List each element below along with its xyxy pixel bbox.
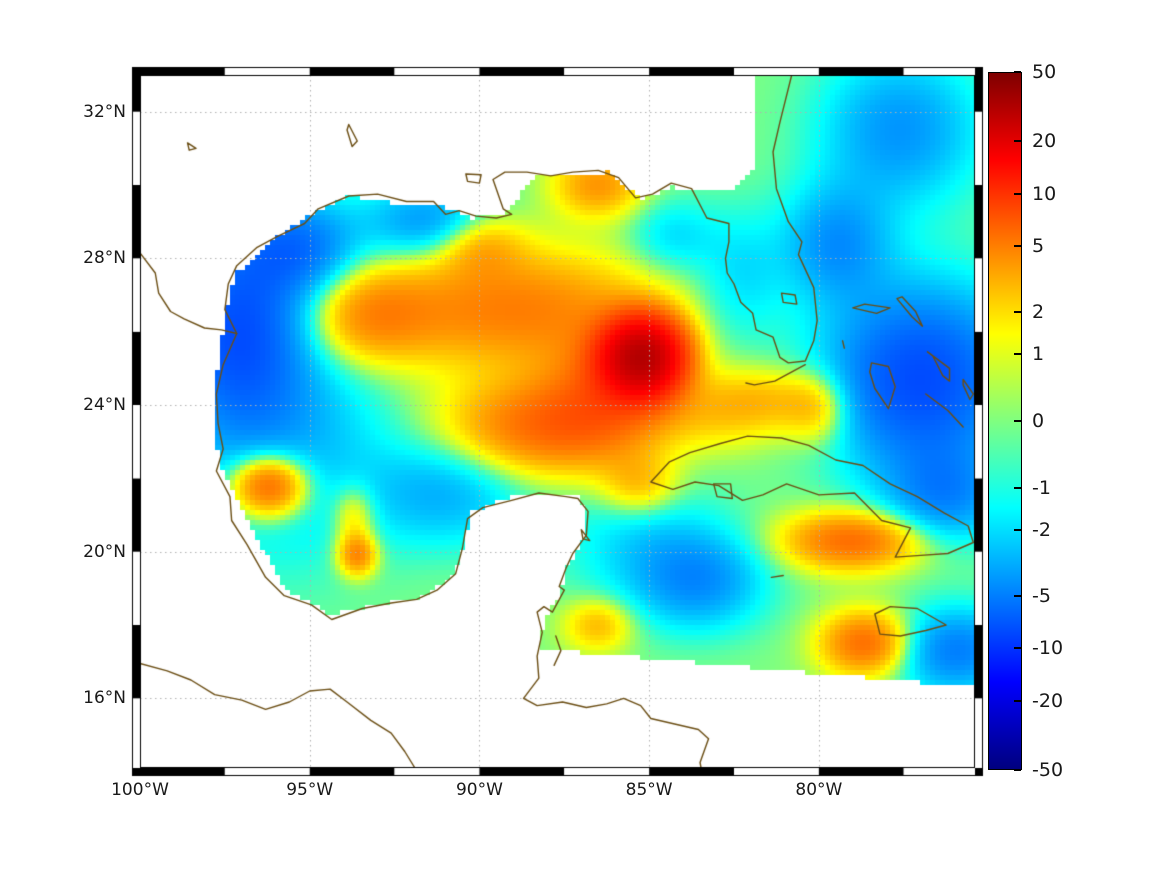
colorbar-tick-label: -50 — [1032, 759, 1064, 781]
colorbar-tick-mark — [1014, 71, 1021, 73]
colorbar-tick-label: 50 — [1032, 61, 1057, 83]
colorbar-tick-label: 5 — [1032, 234, 1045, 257]
y-tick-label: 20°N — [83, 541, 126, 562]
colorbar-tick-mark — [1014, 595, 1021, 598]
colorbar-tick-mark — [1014, 244, 1021, 247]
colorbar-tick-mark — [1014, 647, 1021, 650]
y-tick-label: 28°N — [83, 248, 126, 269]
x-tick-label: 100°W — [111, 780, 169, 800]
colorbar-tick-label: -1 — [1032, 476, 1051, 499]
colorbar-tick-label: 2 — [1032, 300, 1045, 323]
x-tick-label: 95°W — [286, 780, 334, 800]
y-tick-label: 16°N — [83, 688, 126, 709]
colorbar-tick-label: 0 — [1032, 410, 1045, 432]
colorbar-tick-label: -2 — [1032, 519, 1051, 542]
colorbar-tick-label: 1 — [1032, 343, 1045, 366]
colorbar-tick-mark — [1014, 192, 1021, 195]
colorbar-tick-mark — [1014, 140, 1021, 143]
x-tick-label: 85°W — [625, 780, 673, 800]
colorbar-tick-mark — [1014, 310, 1021, 313]
colorbar-tick-mark — [1014, 699, 1021, 702]
y-tick-label: 32°N — [83, 101, 126, 122]
colorbar-tick-label: 10 — [1032, 182, 1057, 205]
colorbar-tick-mark — [1014, 769, 1021, 771]
y-tick-label: 24°N — [83, 395, 126, 415]
colorbar-tick-label: -10 — [1032, 637, 1064, 660]
colorbar-tick-label: 20 — [1032, 130, 1057, 153]
x-tick-label: 80°W — [795, 780, 843, 800]
colorbar-tick-mark — [1014, 486, 1021, 489]
colorbar-tick-mark — [1014, 420, 1021, 422]
x-tick-label: 90°W — [455, 780, 503, 800]
colorbar-tick-mark — [1014, 529, 1021, 532]
colorbar-tick-label: -5 — [1032, 585, 1051, 608]
colorbar-tick-label: -20 — [1032, 689, 1064, 712]
colorbar-tick-mark — [1014, 353, 1021, 356]
